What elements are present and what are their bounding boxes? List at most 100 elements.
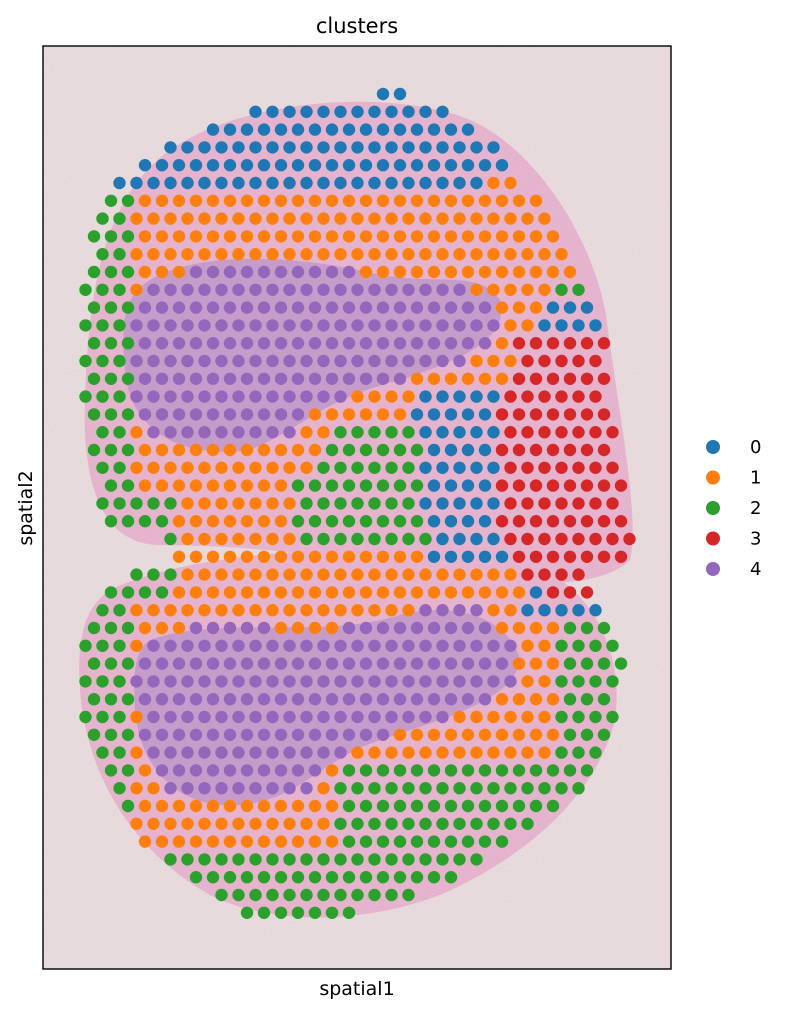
spot-cluster-3 [546, 372, 560, 385]
spot-cluster-0 [181, 176, 194, 190]
spot-cluster-4 [206, 337, 220, 350]
spot-cluster-2 [121, 621, 135, 635]
spot-cluster-4 [181, 426, 194, 439]
spot-cluster-2 [283, 888, 296, 902]
spot-cluster-0 [138, 159, 152, 172]
spot-cluster-4 [147, 319, 160, 332]
spot-cluster-1 [470, 283, 483, 296]
spot-cluster-1 [453, 746, 466, 759]
spot-cluster-4 [334, 354, 347, 368]
spot-cluster-1 [461, 372, 475, 385]
spot-cluster-2 [96, 319, 109, 332]
spot-cluster-2 [419, 532, 432, 546]
legend-marker-1 [706, 470, 720, 485]
spot-cluster-1 [359, 408, 373, 421]
spot-cluster-3 [597, 443, 611, 457]
x-axis-label: spatial1 [319, 978, 394, 1000]
spot-cluster-4 [291, 764, 305, 777]
spot-cluster-4 [164, 639, 177, 652]
spot-cluster-2 [308, 906, 322, 919]
spot-cluster-1 [266, 568, 279, 581]
spot-cluster-1 [130, 426, 143, 439]
spot-cluster-4 [155, 337, 169, 350]
legend-marker-0 [706, 440, 720, 454]
spot-cluster-1 [342, 194, 356, 207]
spot-cluster-1 [368, 390, 381, 403]
spot-cluster-1 [147, 212, 160, 225]
spot-cluster-2 [334, 853, 347, 866]
spot-cluster-0 [487, 390, 500, 403]
spot-cluster-2 [113, 248, 126, 261]
spot-cluster-0 [351, 105, 364, 119]
spot-cluster-4 [266, 710, 279, 724]
spot-cluster-1 [470, 710, 483, 724]
spot-cluster-2 [393, 799, 407, 813]
spot-cluster-4 [164, 354, 177, 368]
spot-cluster-3 [572, 568, 585, 581]
spot-cluster-0 [164, 176, 177, 190]
spot-cluster-3 [512, 550, 526, 563]
spot-cluster-4 [283, 319, 296, 332]
spot-cluster-2 [385, 782, 398, 795]
spot-cluster-1 [308, 799, 322, 813]
spot-cluster-2 [266, 853, 279, 866]
spot-cluster-0 [529, 586, 543, 599]
spot-cluster-1 [461, 194, 475, 207]
spot-cluster-2 [87, 337, 101, 350]
spot-cluster-1 [189, 586, 203, 599]
spot-cluster-0 [368, 176, 381, 190]
spot-cluster-4 [240, 265, 254, 279]
spot-cluster-1 [444, 372, 458, 385]
spot-cluster-1 [198, 604, 211, 617]
spot-cluster-2 [572, 746, 585, 759]
spot-cluster-0 [198, 141, 211, 154]
spot-cluster-2 [359, 835, 373, 848]
spot-cluster-4 [359, 693, 373, 706]
spot-cluster-4 [436, 319, 449, 332]
spot-cluster-2 [317, 888, 330, 902]
spot-cluster-1 [300, 426, 313, 439]
spot-cluster-1 [410, 586, 424, 599]
spot-cluster-1 [249, 568, 262, 581]
spot-cluster-0 [478, 408, 492, 421]
spot-cluster-3 [606, 497, 619, 510]
spot-cluster-1 [266, 497, 279, 510]
spot-cluster-0 [334, 176, 347, 190]
spot-cluster-2 [87, 621, 101, 635]
spot-cluster-4 [300, 782, 313, 795]
spot-cluster-1 [521, 639, 534, 652]
legend-label-3: 3 [750, 529, 761, 550]
spot-cluster-0 [478, 550, 492, 563]
spot-cluster-1 [206, 515, 220, 528]
chart-title: clusters [316, 14, 398, 38]
spot-cluster-1 [504, 212, 517, 225]
spot-cluster-3 [606, 461, 619, 474]
spot-cluster-2 [359, 799, 373, 813]
spot-cluster-1 [266, 461, 279, 474]
spot-cluster-1 [529, 265, 543, 279]
legend-label-0: 0 [750, 437, 761, 458]
spot-cluster-1 [189, 515, 203, 528]
spot-cluster-3 [529, 550, 543, 563]
spot-cluster-2 [487, 817, 500, 830]
spot-cluster-4 [393, 693, 407, 706]
spot-cluster-4 [410, 301, 424, 314]
spot-cluster-2 [249, 888, 262, 902]
spot-cluster-2 [478, 799, 492, 813]
spot-cluster-4 [291, 728, 305, 741]
spot-cluster-1 [529, 301, 543, 314]
spot-cluster-4 [470, 604, 483, 617]
spot-cluster-1 [504, 176, 517, 190]
spot-cluster-4 [155, 657, 169, 670]
spot-cluster-2 [572, 782, 585, 795]
spot-cluster-2 [410, 799, 424, 813]
spot-cluster-1 [419, 746, 432, 759]
spot-cluster-2 [104, 230, 118, 243]
spot-cluster-4 [257, 621, 271, 635]
spot-cluster-1 [172, 265, 186, 279]
spot-cluster-1 [164, 248, 177, 261]
spot-cluster-0 [240, 159, 254, 172]
spot-cluster-4 [249, 710, 262, 724]
spot-cluster-1 [240, 835, 254, 848]
